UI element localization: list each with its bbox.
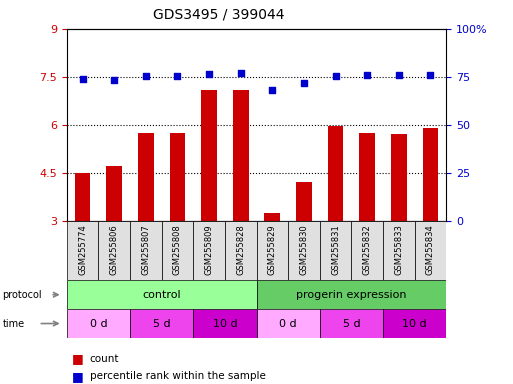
Point (394, 72, 403, 78)
Text: control: control (142, 290, 181, 300)
Text: 5 d: 5 d (153, 318, 170, 329)
Bar (138, 133, 154, 221)
FancyBboxPatch shape (193, 309, 256, 338)
Point (110, 76, 118, 83)
Text: GSM255807: GSM255807 (141, 224, 150, 275)
FancyBboxPatch shape (67, 309, 130, 338)
FancyBboxPatch shape (225, 221, 256, 280)
Bar (74, 173, 90, 221)
Text: GSM255774: GSM255774 (78, 224, 87, 275)
Point (205, 71, 213, 77)
FancyBboxPatch shape (288, 221, 320, 280)
Text: GSM255808: GSM255808 (173, 224, 182, 275)
Text: ■: ■ (72, 353, 84, 366)
Bar (296, 182, 312, 221)
FancyBboxPatch shape (130, 221, 162, 280)
Text: 5 d: 5 d (343, 318, 360, 329)
Bar (423, 128, 439, 221)
FancyBboxPatch shape (383, 309, 446, 338)
Bar (233, 89, 249, 221)
Text: 10 d: 10 d (212, 318, 237, 329)
Text: 0 d: 0 d (279, 318, 297, 329)
Text: percentile rank within the sample: percentile rank within the sample (90, 371, 266, 381)
Text: 0 d: 0 d (89, 318, 107, 329)
Point (173, 73, 182, 79)
Text: GSM255834: GSM255834 (426, 224, 435, 275)
Point (268, 87, 277, 93)
Text: 10 d: 10 d (402, 318, 427, 329)
Point (300, 79, 308, 86)
FancyBboxPatch shape (67, 221, 98, 280)
Text: time: time (3, 318, 25, 329)
Text: GSM255828: GSM255828 (236, 224, 245, 275)
Point (426, 72, 435, 78)
Bar (264, 213, 280, 221)
FancyBboxPatch shape (193, 221, 225, 280)
FancyBboxPatch shape (256, 280, 446, 309)
Text: GSM255832: GSM255832 (363, 224, 372, 275)
Text: count: count (90, 354, 120, 364)
Point (78, 76, 87, 82)
Bar (359, 133, 375, 221)
Bar (106, 166, 122, 221)
Text: GSM255809: GSM255809 (205, 224, 213, 275)
Text: GSM255830: GSM255830 (300, 224, 308, 275)
Bar (169, 133, 185, 221)
Bar (328, 126, 344, 221)
FancyBboxPatch shape (351, 221, 383, 280)
FancyBboxPatch shape (415, 221, 446, 280)
FancyBboxPatch shape (383, 221, 415, 280)
Bar (391, 134, 407, 221)
FancyBboxPatch shape (320, 309, 383, 338)
Text: protocol: protocol (3, 290, 42, 300)
FancyBboxPatch shape (320, 221, 351, 280)
Text: GSM255806: GSM255806 (110, 224, 119, 275)
FancyBboxPatch shape (256, 309, 320, 338)
FancyBboxPatch shape (162, 221, 193, 280)
Bar (201, 89, 217, 221)
Text: ■: ■ (72, 370, 84, 383)
FancyBboxPatch shape (256, 221, 288, 280)
Point (236, 70, 245, 76)
Text: GSM255831: GSM255831 (331, 224, 340, 275)
Text: GSM255829: GSM255829 (268, 224, 277, 275)
Text: GSM255833: GSM255833 (394, 224, 403, 275)
FancyBboxPatch shape (130, 309, 193, 338)
Text: GDS3495 / 399044: GDS3495 / 399044 (153, 7, 284, 21)
FancyBboxPatch shape (67, 280, 256, 309)
Point (363, 72, 371, 78)
Point (331, 73, 340, 79)
FancyBboxPatch shape (98, 221, 130, 280)
Text: progerin expression: progerin expression (296, 290, 407, 300)
Point (142, 73, 150, 79)
